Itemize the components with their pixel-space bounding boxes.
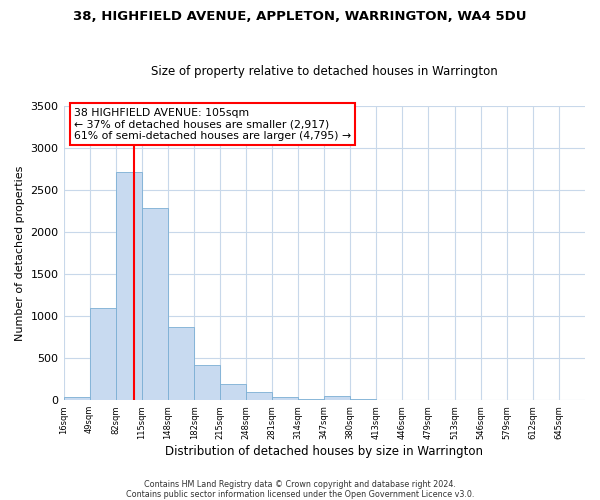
- Text: 38, HIGHFIELD AVENUE, APPLETON, WARRINGTON, WA4 5DU: 38, HIGHFIELD AVENUE, APPLETON, WARRINGT…: [73, 10, 527, 23]
- Bar: [64, 397, 89, 400]
- Text: Contains HM Land Registry data © Crown copyright and database right 2024.: Contains HM Land Registry data © Crown c…: [144, 480, 456, 489]
- Bar: [246, 392, 272, 400]
- Bar: [167, 327, 194, 400]
- Y-axis label: Number of detached properties: Number of detached properties: [15, 166, 25, 341]
- Bar: [142, 208, 167, 400]
- Bar: [89, 308, 116, 400]
- Bar: [350, 398, 376, 400]
- Bar: [116, 172, 142, 400]
- Bar: [324, 396, 350, 400]
- X-axis label: Distribution of detached houses by size in Warrington: Distribution of detached houses by size …: [165, 444, 483, 458]
- Bar: [194, 365, 220, 400]
- Text: 38 HIGHFIELD AVENUE: 105sqm
← 37% of detached houses are smaller (2,917)
61% of : 38 HIGHFIELD AVENUE: 105sqm ← 37% of det…: [74, 108, 351, 140]
- Title: Size of property relative to detached houses in Warrington: Size of property relative to detached ho…: [151, 66, 497, 78]
- Text: Contains public sector information licensed under the Open Government Licence v3: Contains public sector information licen…: [126, 490, 474, 499]
- Bar: [272, 397, 298, 400]
- Bar: [220, 384, 246, 400]
